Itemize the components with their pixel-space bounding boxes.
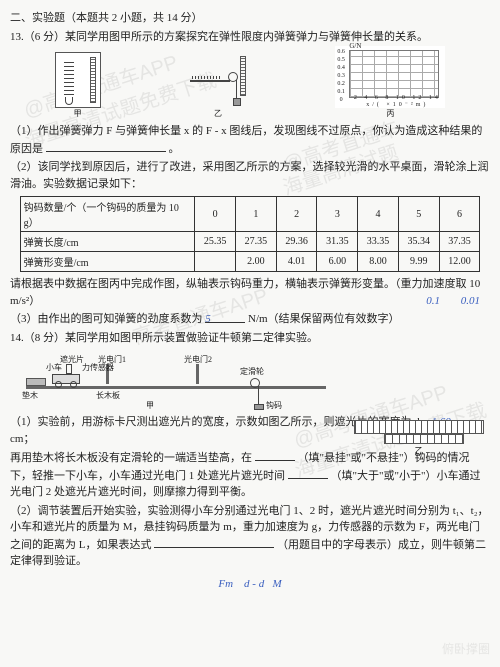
q13-table: 钩码数量/个（一个钩码的质量为 10 g） 01 23 45 6 弹簧长度/cm… — [20, 196, 481, 272]
blank-hang[interactable] — [255, 449, 295, 461]
q14-stem: 14.（8 分）某同学用如图甲所示装置做验证牛顿第二定律实验。 — [10, 330, 490, 347]
section-header: 二、实验题（本题共 2 小题，共 14 分） — [10, 10, 490, 27]
bottom-handwriting: Fm d - d M — [10, 576, 490, 593]
blank-expression[interactable] — [154, 536, 274, 548]
q14-diagram: 遮光片 力传感器 光电门1 光电门2 定滑轮 垫木 长木板 小车 钩码 甲 F=… — [16, 350, 484, 410]
diagram-yi: 乙 — [190, 52, 246, 119]
blank-compare[interactable] — [288, 467, 328, 479]
blank-k[interactable]: 5 — [205, 311, 245, 323]
watermark: 俯卧撑圈 — [442, 640, 490, 657]
q13-p2a: （2）该同学找到原因后，进行了改进，采用图乙所示的方案，选择较光滑的水平桌面，滑… — [10, 159, 490, 192]
diagram-jia: 甲 — [55, 52, 101, 119]
hand-annot: 0.01 — [461, 293, 480, 310]
hand-annot: 0.1 — [426, 293, 440, 310]
q13-p2b: 请根据表中数据在图丙中完成作图，纵轴表示钩码重力，横轴表示弹簧形变量。（重力加速… — [10, 276, 490, 309]
chart-bing: G/N 0.60.5 0.40.3 0.20.1 0 2 4 6 8 10 12… — [335, 46, 445, 119]
vernier-diagram: 乙 — [354, 420, 484, 464]
q14-p2: （2）调节装置后开始实验，实验测得小车分别通过光电门 1、2 时，遮光片遮光时间… — [10, 503, 490, 570]
q13-p1: （1）作出弹簧弹力 F 与弹簧伸长量 x 的 F - x 图线后，发现图线不过原… — [10, 123, 490, 157]
blank-reason[interactable] — [46, 140, 166, 152]
q13-diagrams: 甲 乙 G/N 0.60.5 0.40.3 0.20.1 0 2 4 6 8 1… — [10, 49, 490, 119]
q13-p3: （3）由作出的图可知弹簧的劲度系数为 5 N/m（结果保留两位有效数字） — [10, 311, 490, 328]
q13-stem: 13.（6 分）某同学用图甲所示的方案探究在弹性限度内弹簧弹力与弹簧伸长量的关系… — [10, 29, 490, 46]
